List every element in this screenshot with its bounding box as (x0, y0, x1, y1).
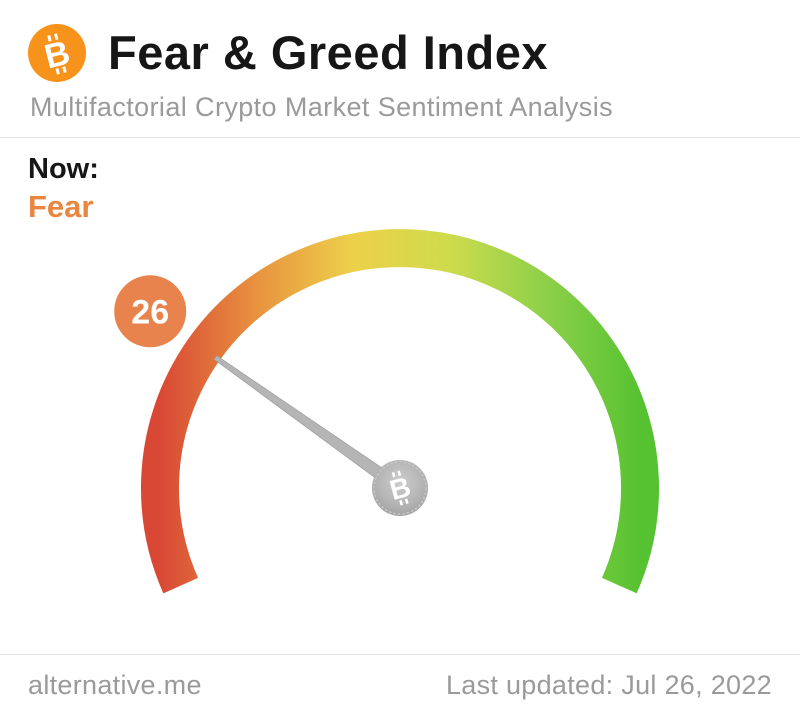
page-title: Fear & Greed Index (108, 26, 548, 80)
source-link[interactable]: alternative.me (28, 670, 202, 700)
page-subtitle: Multifactorial Crypto Market Sentiment A… (30, 92, 614, 122)
value-badge: 26 (114, 275, 187, 348)
gauge-hub-ring (373, 461, 427, 515)
header: B Fear & Greed Index Multifactorial Cryp… (0, 0, 800, 137)
gauge-hub-circle (372, 460, 428, 516)
brand-row: B Fear & Greed Index (28, 24, 772, 82)
gauge-value: 26 (131, 293, 169, 331)
bitcoin-logo-icon: B (28, 24, 86, 82)
gauge-arc (141, 229, 659, 594)
now-label: Now: (28, 153, 99, 185)
last-updated-label: Last updated: Jul 26, 2022 (445, 670, 772, 700)
footer-divider (0, 654, 800, 655)
header-divider (0, 137, 800, 138)
footer: alternative.me Last updated: Jul 26, 202… (0, 654, 800, 719)
gauge-chart: B 26 (0, 225, 800, 635)
bitcoin-logo-circle (28, 24, 86, 82)
footer-row: alternative.me Last updated: Jul 26, 202… (0, 655, 800, 719)
gauge-needle (213, 355, 405, 494)
gauge-svg: B 26 (114, 229, 659, 594)
classification-label: Fear (28, 189, 94, 224)
status-section: Now: Fear (0, 138, 800, 225)
gauge-hub: B (372, 460, 428, 516)
value-badge-circle (114, 275, 187, 348)
